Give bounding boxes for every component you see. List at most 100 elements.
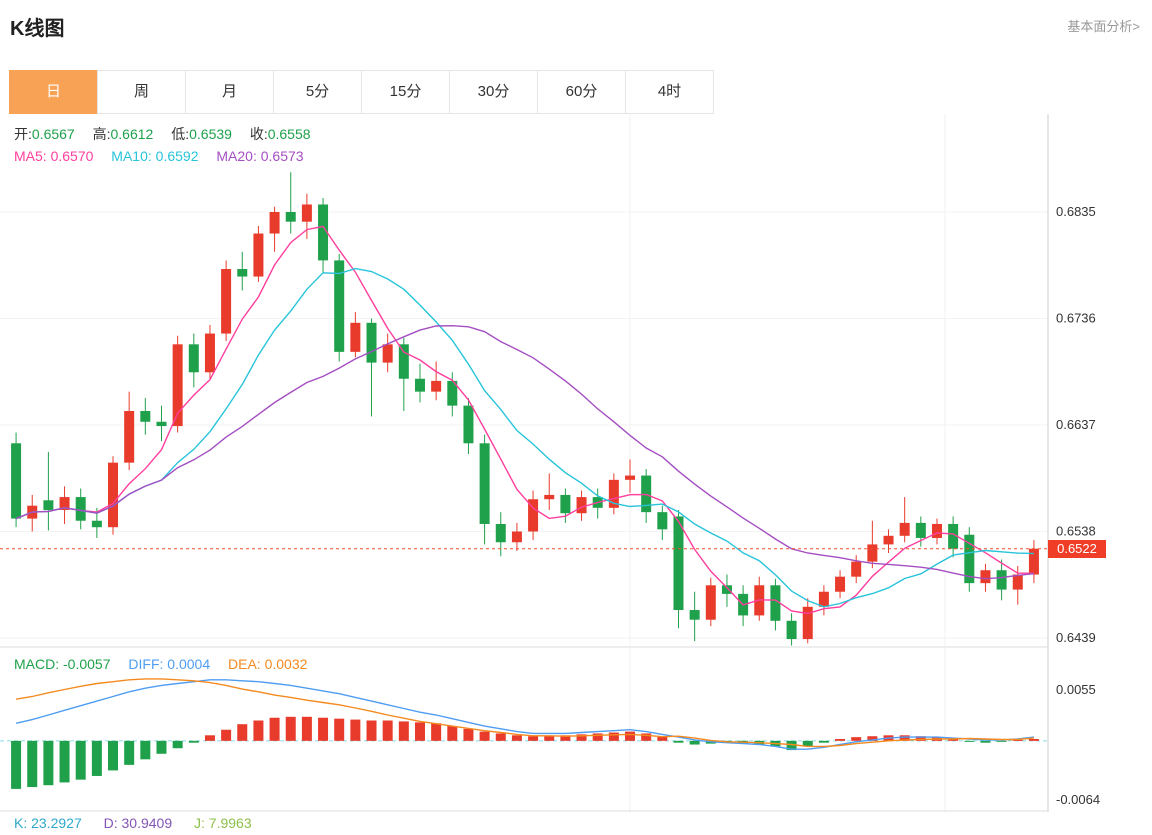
candle[interactable] [851, 555, 862, 584]
open-value: 0.6567 [31, 126, 75, 142]
candle[interactable] [124, 391, 135, 471]
candle[interactable] [915, 516, 926, 547]
low-value: 0.6539 [189, 126, 232, 142]
candle[interactable] [108, 456, 119, 535]
candle[interactable] [140, 398, 151, 435]
candle[interactable] [835, 570, 846, 599]
macd-bar [414, 722, 425, 741]
y-axis-tick: 0.6637 [1056, 417, 1096, 432]
k-value: 23.2927 [31, 815, 82, 831]
macd-bar [948, 738, 959, 741]
candle[interactable] [479, 434, 490, 545]
candle[interactable] [204, 324, 215, 379]
candle[interactable] [625, 459, 636, 493]
candle[interactable] [738, 585, 749, 627]
candle[interactable] [221, 260, 232, 342]
macd-bar [818, 740, 829, 743]
candle[interactable] [673, 509, 684, 629]
candle[interactable] [350, 312, 361, 358]
macd-bar [237, 724, 248, 741]
macd-bar [334, 718, 345, 741]
candle[interactable] [657, 505, 668, 541]
candle[interactable] [398, 337, 409, 412]
macd-bar [221, 729, 232, 741]
ohlc-readout: 开:0.6567 高:0.6612 低:0.6539 收:0.6558 [14, 124, 325, 144]
tab-30min[interactable]: 30分 [449, 70, 538, 114]
macd-bar [59, 740, 70, 783]
candle[interactable] [495, 512, 506, 557]
tab-week[interactable]: 周 [97, 70, 186, 114]
ma-readout: MA5: 0.6570 MA10: 0.6592 MA20: 0.6573 [14, 148, 318, 164]
candle[interactable] [689, 591, 700, 642]
tab-month[interactable]: 月 [185, 70, 274, 114]
diff-value: 0.0004 [167, 656, 211, 672]
candle[interactable] [980, 563, 991, 592]
macd-bar [285, 716, 296, 741]
tab-5min[interactable]: 5分 [273, 70, 362, 114]
candle[interactable] [721, 574, 732, 607]
candle[interactable] [75, 488, 86, 530]
candle[interactable] [414, 363, 425, 403]
macd-chart[interactable]: 0.0055 -0.0064 [0, 648, 1152, 812]
candle[interactable] [786, 613, 797, 646]
candle[interactable] [802, 598, 813, 644]
candle[interactable] [285, 172, 296, 234]
macd-bar [576, 734, 587, 741]
candle[interactable] [11, 432, 22, 528]
macd-bar [964, 740, 975, 742]
candle[interactable] [318, 198, 329, 274]
macd-bar [511, 735, 522, 741]
macd-bar [867, 736, 878, 741]
tab-60min[interactable]: 60分 [537, 70, 626, 114]
candle[interactable] [996, 559, 1007, 601]
candle[interactable] [156, 405, 167, 442]
candle[interactable] [544, 473, 555, 510]
candles [11, 172, 1039, 646]
macd-bar [253, 720, 264, 741]
candle[interactable] [899, 497, 910, 543]
candlestick-chart[interactable]: 0.6835 0.6736 0.6637 0.6538 0.6439 [0, 114, 1152, 648]
j-label: J: [194, 815, 205, 831]
candle[interactable] [608, 473, 619, 515]
candle[interactable] [59, 486, 70, 524]
candle[interactable] [964, 527, 975, 592]
candle[interactable] [43, 451, 54, 531]
candle[interactable] [172, 335, 183, 433]
candle[interactable] [1028, 540, 1039, 584]
candle[interactable] [237, 251, 248, 291]
candle[interactable] [382, 333, 393, 373]
candle[interactable] [528, 490, 539, 541]
candle[interactable] [560, 488, 571, 523]
candle[interactable] [818, 585, 829, 616]
candle[interactable] [334, 253, 345, 362]
close-label: 收: [249, 126, 268, 142]
tab-day[interactable]: 日 [9, 70, 98, 114]
candle[interactable] [366, 318, 377, 417]
y-axis-tick: 0.6538 [1056, 524, 1096, 539]
k-label: K: [14, 815, 28, 831]
candle[interactable] [301, 193, 312, 239]
candle[interactable] [705, 577, 716, 627]
macd-bar [1012, 739, 1023, 741]
macd-bar [495, 733, 506, 741]
candle[interactable] [948, 516, 959, 558]
candle[interactable] [253, 225, 264, 282]
candle[interactable] [931, 518, 942, 545]
tab-4hour[interactable]: 4时 [625, 70, 714, 114]
candle[interactable] [576, 490, 587, 521]
candle[interactable] [463, 398, 474, 455]
macd-bar [851, 737, 862, 741]
candle[interactable] [188, 333, 199, 388]
macd-bar [27, 740, 38, 788]
macd-bar [156, 740, 167, 754]
candle[interactable] [883, 529, 894, 554]
candle[interactable] [511, 522, 522, 551]
fundamental-analysis-link[interactable]: 基本面分析> [1067, 19, 1140, 34]
candle[interactable] [431, 361, 442, 401]
candle[interactable] [867, 520, 878, 569]
candle[interactable] [754, 576, 765, 621]
candle[interactable] [269, 206, 280, 252]
macd-bar [382, 720, 393, 741]
candle[interactable] [770, 578, 781, 631]
tab-15min[interactable]: 15分 [361, 70, 450, 114]
